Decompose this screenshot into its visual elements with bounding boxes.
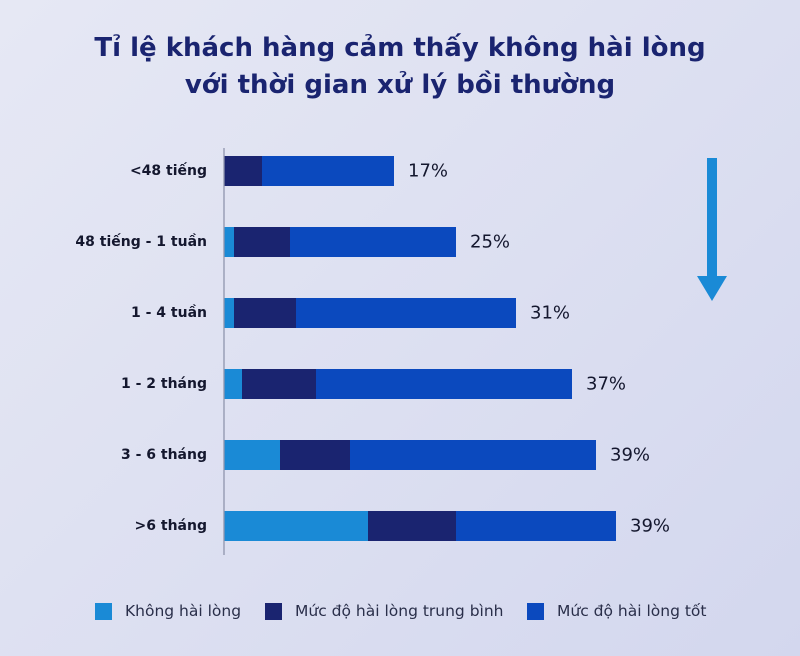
total-label: 37% — [586, 374, 626, 395]
bar-segment-2 — [280, 440, 350, 470]
legend-label: Không hài lòng — [125, 602, 242, 620]
bar-segment-1 — [224, 298, 234, 328]
total-label: 39% — [630, 516, 670, 537]
category-label: 3 - 6 tháng — [121, 447, 207, 463]
category-label: >6 tháng — [135, 518, 207, 534]
legend: Không hài lòng Mức độ hài lòng trung bình… — [0, 599, 800, 623]
legend-item: Không hài lòng — [95, 599, 241, 623]
legend-label: Mức độ hài lòng tốt — [557, 602, 707, 620]
bars-layer: <48 tiếng 17% 48 tiếng - 1 tuần 25% 1 - 4 tu… — [75, 156, 670, 541]
category-label: 1 - 2 tháng — [121, 376, 207, 392]
chart-title-line-1: Tỉ lệ khách hàng cảm thấy không hài lòng — [94, 33, 706, 63]
bar-segment-1 — [224, 369, 242, 399]
legend-swatch — [527, 602, 544, 620]
bar-segment-3 — [290, 227, 456, 257]
bar-segment-2 — [234, 227, 290, 257]
chart-title-line-2: với thời gian xử lý bồi thường — [184, 70, 616, 100]
legend-item: Mức độ hài lòng trung bình — [265, 599, 504, 623]
bar-segment-2 — [234, 298, 296, 328]
total-label: 25% — [470, 232, 510, 253]
total-label: 31% — [530, 303, 570, 324]
bar-segment-1 — [224, 227, 234, 257]
category-label: 1 - 4 tuần — [131, 304, 207, 321]
bar-segment-2 — [368, 511, 456, 541]
down-arrow-icon — [697, 158, 727, 301]
bar-segment-2 — [224, 156, 262, 186]
legend-item: Mức độ hài lòng tốt — [527, 599, 706, 623]
total-label: 17% — [408, 161, 448, 182]
stacked-bar-chart: <48 tiếng 17% 48 tiếng - 1 tuần 25% 1 - 4 tu… — [75, 148, 727, 555]
total-label: 39% — [610, 445, 650, 466]
legend-swatch — [265, 602, 282, 620]
chart-title: Tỉ lệ khách hàng cảm thấy không hài lòng… — [0, 30, 800, 104]
category-label: 48 tiếng - 1 tuần — [75, 233, 207, 250]
bar-segment-3 — [350, 440, 596, 470]
bar-segment-2 — [242, 369, 316, 399]
bar-segment-3 — [262, 156, 394, 186]
bar-segment-1 — [224, 511, 368, 541]
bar-segment-3 — [296, 298, 516, 328]
bar-segment-3 — [316, 369, 572, 399]
bar-segment-3 — [456, 511, 616, 541]
category-label: <48 tiếng — [130, 162, 207, 179]
legend-label: Mức độ hài lòng trung bình — [295, 602, 504, 620]
bar-segment-1 — [224, 440, 280, 470]
legend-swatch — [95, 602, 112, 620]
